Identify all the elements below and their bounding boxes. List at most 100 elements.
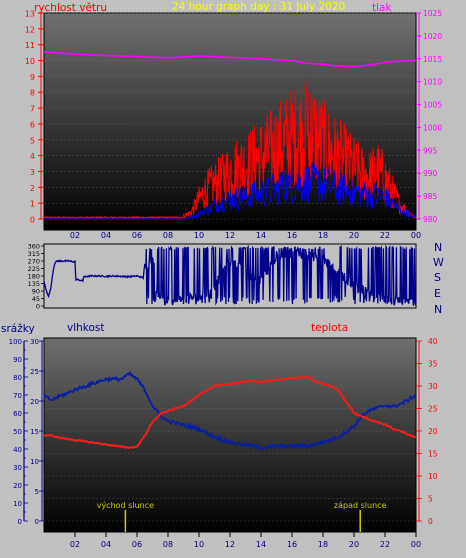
temperature-axis-tick-label: 40 (428, 337, 438, 346)
direction-axis-tick-label: 315 (28, 250, 40, 258)
pressure-axis-tick-label: 980 (423, 215, 438, 224)
time-axis-tick-label: 02 (70, 540, 80, 549)
wind-axis-tick-label: 6 (30, 120, 35, 129)
humidity-axis-tick-label: 5 (35, 488, 39, 496)
wind-axis-tick-label: 2 (30, 184, 35, 193)
pressure-axis-tick-label: 1025 (423, 9, 442, 18)
direction-axis-tick-label: 90 (32, 288, 40, 296)
temperature-axis-tick-label: 15 (428, 450, 438, 459)
rain-axis-tick-label: 50 (13, 428, 22, 436)
time-axis-tick-label: 08 (163, 540, 173, 549)
time-axis-tick-label: 16 (287, 540, 297, 549)
rain-axis-tick-label: 20 (13, 482, 22, 490)
time-axis-tick-label: 06 (132, 540, 142, 549)
temperature-series (43, 375, 417, 450)
time-axis-tick-label: 04 (101, 231, 111, 240)
humidity-axis-tick-label: 25 (30, 368, 39, 376)
rain-humidity-temp-panel (43, 337, 417, 533)
wind-axis-tick-label: 5 (30, 136, 35, 145)
wind-axis-tick-label: 9 (30, 73, 35, 82)
humidity-axis-tick-label: 15 (30, 428, 39, 436)
temperature-axis-tick-label: 35 (428, 360, 438, 369)
temperature-axis-label: teplota (311, 322, 348, 334)
time-axis-tick-label: 14 (256, 540, 266, 549)
wind-axis-tick-label: 3 (30, 168, 35, 177)
wind-average-series (44, 162, 417, 220)
humidity-axis-tick-label: 10 (30, 458, 39, 466)
pressure-axis-tick-label: 985 (423, 192, 438, 201)
temperature-axis-tick-label: 0 (428, 517, 433, 526)
time-axis-tick-label: 08 (163, 231, 173, 240)
direction-axis-tick-label: 360 (28, 243, 40, 251)
rain-axis-tick-label: 60 (13, 410, 22, 418)
rain-axis-tick-label: 40 (13, 446, 22, 454)
rain-axis-tick-label: 10 (13, 500, 22, 508)
time-axis-tick-label: 00 (411, 540, 421, 549)
temperature-axis-tick-label: 20 (428, 427, 438, 436)
time-axis-tick-label: 02 (70, 231, 80, 240)
humidity-axis-tick-label: 20 (30, 398, 39, 406)
time-axis-tick-label: 20 (349, 540, 359, 549)
direction-axis-tick-label: 135 (28, 280, 40, 288)
cardinal-n-top: N (434, 241, 442, 254)
time-axis-tick-label: 22 (380, 231, 390, 240)
chart-marks: 0123456789101112139809859909951000100510… (9, 9, 443, 549)
cardinal-e: E (434, 287, 441, 300)
rain-axis-tick-label: 70 (13, 392, 22, 400)
pressure-axis-tick-label: 1000 (423, 123, 442, 132)
wind-axis-tick-label: 13 (25, 10, 35, 19)
time-axis-tick-label: 14 (256, 231, 266, 240)
direction-axis-tick-label: 270 (28, 258, 40, 266)
time-axis-tick-label: 10 (194, 231, 204, 240)
humidity-series (43, 370, 417, 451)
humidity-axis-tick-label: 0 (35, 518, 39, 526)
pressure-axis-tick-label: 990 (423, 169, 438, 178)
humidity-axis-label: vlhkost (67, 322, 105, 334)
time-axis-tick-label: 22 (380, 540, 390, 549)
time-axis-tick-label: 12 (225, 231, 235, 240)
wind-axis-tick-label: 1 (30, 200, 35, 209)
cardinal-s: S (434, 271, 441, 284)
rain-axis-tick-label: 80 (13, 374, 22, 382)
chart-title: 24 hour graph day : 31 July 2020 (172, 1, 345, 13)
direction-axis-tick-label: 180 (28, 273, 40, 281)
rain-axis-tick-label: 100 (9, 338, 22, 346)
temperature-axis-tick-label: 10 (428, 472, 438, 481)
direction-axis-tick-label: 225 (28, 265, 40, 273)
sunset-label: západ slunce (334, 501, 387, 510)
wind-axis-tick-label: 11 (25, 41, 35, 50)
rain-axis-label: srážky (1, 323, 35, 335)
temperature-axis-tick-label: 30 (428, 382, 438, 391)
wind-speed-label: rychlost větru (34, 2, 107, 14)
pressure-label: tlak (372, 2, 392, 14)
wind-direction-series (43, 244, 417, 306)
temperature-axis-tick-label: 5 (428, 495, 433, 504)
pressure-series (43, 51, 417, 68)
sunrise-label: východ slunce (97, 501, 154, 510)
pressure-axis-tick-label: 1020 (423, 32, 442, 41)
temperature-axis-tick-label: 25 (428, 405, 438, 414)
time-axis-tick-label: 00 (411, 231, 421, 240)
time-axis-tick-label: 18 (318, 540, 328, 549)
wind-axis-tick-label: 7 (30, 105, 35, 114)
time-axis-tick-label: 20 (349, 231, 359, 240)
rain-axis-tick-label: 90 (13, 356, 22, 364)
pressure-axis-tick-label: 1015 (423, 55, 442, 64)
pressure-axis-tick-label: 1010 (423, 78, 442, 87)
time-axis-tick-label: 06 (132, 231, 142, 240)
direction-axis-tick-label: 45 (32, 295, 40, 303)
cardinal-n-bottom: N (434, 303, 442, 316)
time-axis-tick-label: 10 (194, 540, 204, 549)
wind-axis-tick-label: 10 (25, 57, 35, 66)
time-axis-tick-label: 18 (318, 231, 328, 240)
pressure-axis-tick-label: 995 (423, 146, 438, 155)
wind-axis-tick-label: 0 (30, 216, 35, 225)
time-axis-tick-label: 04 (101, 540, 111, 549)
time-axis-tick-label: 16 (287, 231, 297, 240)
direction-axis-tick-label: 0 (36, 303, 40, 311)
wind-axis-tick-label: 8 (30, 89, 35, 98)
rain-axis-tick-label: 0 (18, 518, 22, 526)
pressure-axis-tick-label: 1005 (423, 101, 442, 110)
